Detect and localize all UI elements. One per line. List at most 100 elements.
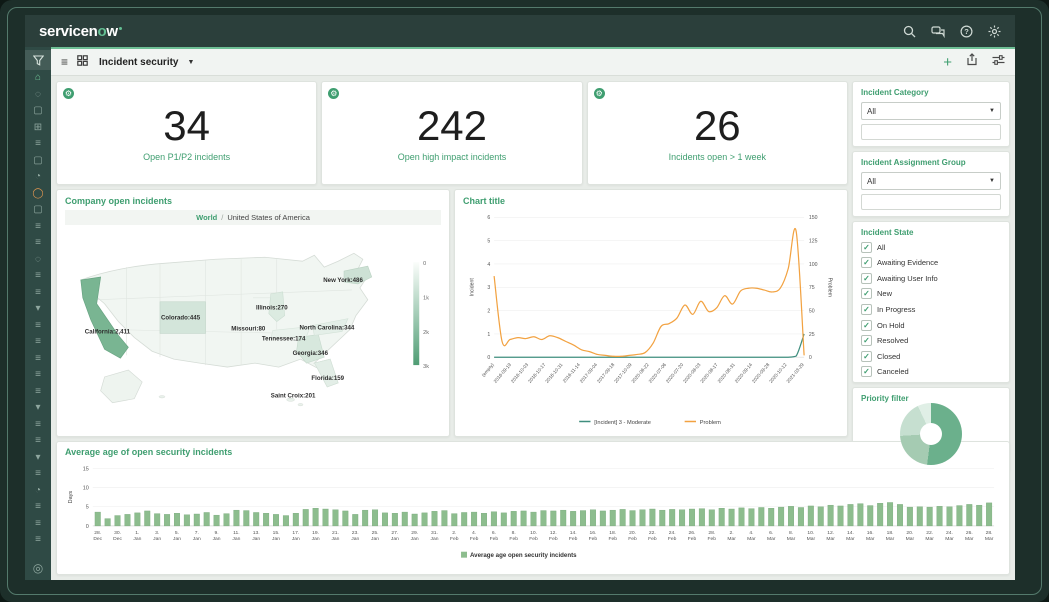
bar[interactable] (381, 512, 388, 527)
breadcrumb-world-link[interactable]: World (196, 213, 218, 222)
bar[interactable] (817, 506, 824, 527)
circle-orange-icon[interactable]: ◯ (32, 187, 44, 199)
bar[interactable] (352, 514, 359, 527)
triangle-icon[interactable]: ▾ (35, 402, 41, 414)
bar[interactable] (728, 508, 735, 527)
bar[interactable] (223, 513, 230, 527)
list-icon[interactable]: ≡ (35, 336, 41, 348)
bar[interactable] (599, 510, 606, 527)
funnel-icon[interactable] (25, 50, 51, 70)
bar[interactable] (431, 511, 438, 527)
bar[interactable] (332, 509, 339, 527)
bar[interactable] (966, 504, 973, 527)
bar[interactable] (500, 512, 507, 527)
chat-icon[interactable] (931, 25, 945, 38)
bar[interactable] (213, 514, 220, 527)
list-icon[interactable]: ≡ (35, 435, 41, 447)
bar[interactable] (302, 509, 309, 527)
bar[interactable] (451, 513, 458, 527)
clock-icon[interactable]: ◔ (34, 171, 42, 183)
state-illinois[interactable] (268, 291, 285, 322)
bar[interactable] (609, 509, 616, 527)
bar[interactable] (520, 510, 527, 527)
bar[interactable] (659, 509, 666, 527)
checkbox[interactable]: ✓ (861, 241, 872, 253)
circle-icon[interactable]: ◌ (35, 88, 41, 100)
circle-icon[interactable]: ◌ (35, 253, 41, 265)
list-icon[interactable]: ≡ (35, 468, 41, 480)
bar[interactable] (461, 512, 468, 527)
bar[interactable] (540, 510, 547, 527)
bar[interactable] (114, 515, 121, 527)
grid-icon[interactable] (77, 53, 88, 71)
assignment-group-select[interactable]: All ▼ (861, 172, 1001, 190)
bar[interactable] (411, 513, 418, 527)
bar[interactable] (887, 502, 894, 527)
bar[interactable] (778, 506, 785, 527)
bar[interactable] (837, 505, 844, 527)
bar[interactable] (193, 513, 200, 527)
list-icon[interactable]: ≡ (35, 517, 41, 529)
bar[interactable] (273, 514, 279, 527)
bar[interactable] (481, 513, 487, 527)
bar[interactable] (243, 510, 250, 527)
bar[interactable] (530, 511, 537, 527)
bar[interactable] (94, 511, 101, 527)
bar[interactable] (629, 510, 636, 527)
list-icon[interactable]: ≡ (35, 270, 41, 282)
state-colorado[interactable] (159, 301, 206, 334)
folder-icon[interactable]: ▢ (33, 154, 43, 166)
bar[interactable] (877, 503, 884, 527)
menu-icon[interactable]: ≡ (61, 55, 69, 69)
bar[interactable] (639, 509, 646, 527)
bar[interactable] (847, 504, 854, 527)
bar[interactable] (144, 510, 151, 527)
state-tennessee[interactable] (270, 326, 311, 339)
list-icon[interactable]: ≡ (35, 385, 41, 397)
clock-icon[interactable]: ◔ (34, 484, 42, 496)
state-new-york[interactable] (343, 265, 373, 285)
line-chart[interactable]: 0 1 2 3 4 5 6 0 25 50 75 100 125 150 Incident Problem (e… (463, 206, 839, 430)
bar[interactable] (936, 506, 943, 527)
checkbox[interactable]: ✓ (861, 319, 872, 331)
bar[interactable] (768, 508, 775, 527)
folder-icon[interactable]: ▢ (33, 105, 43, 117)
checkbox[interactable]: ✓ (861, 335, 872, 347)
bar[interactable] (570, 511, 577, 527)
bar[interactable] (342, 510, 349, 527)
list-icon[interactable]: ≡ (35, 418, 41, 430)
bar[interactable] (362, 509, 369, 527)
bar[interactable] (857, 503, 864, 527)
bar[interactable] (391, 513, 398, 527)
bar[interactable] (916, 506, 923, 527)
state-california[interactable] (80, 276, 129, 359)
home-icon[interactable]: ⌂ (34, 72, 42, 84)
incident-category-select[interactable]: All ▼ (861, 102, 1001, 120)
bar[interactable] (263, 513, 270, 527)
bar[interactable] (748, 508, 755, 527)
bar[interactable] (560, 509, 567, 527)
bar[interactable] (233, 509, 240, 527)
bar[interactable] (510, 511, 517, 527)
kpi-card-high-impact[interactable]: ⚙ 242 Open high impact incidents (321, 81, 583, 185)
bar[interactable] (946, 506, 953, 527)
bar[interactable] (282, 515, 289, 527)
checkbox[interactable]: ✓ (861, 272, 872, 284)
bar[interactable] (827, 504, 834, 527)
list-icon[interactable]: ≡ (35, 220, 41, 232)
bar[interactable] (164, 514, 171, 527)
bar[interactable] (441, 510, 448, 527)
triangle-icon[interactable]: ▾ (35, 451, 41, 463)
priority-donut-chart[interactable] (900, 403, 962, 465)
bar[interactable] (698, 508, 705, 527)
help-icon[interactable]: ? (960, 24, 973, 38)
bar[interactable] (322, 508, 329, 527)
us-map[interactable]: 0 1k 2k 3k California:2,411 Colorado:445 Miss… (65, 225, 441, 430)
state-florida[interactable] (313, 358, 339, 388)
bar[interactable] (689, 508, 695, 527)
plus-icon[interactable]: + (943, 53, 952, 71)
bar[interactable] (896, 504, 903, 527)
list-icon[interactable]: ≡ (35, 534, 41, 546)
bar[interactable] (708, 509, 715, 527)
bar[interactable] (867, 505, 874, 527)
